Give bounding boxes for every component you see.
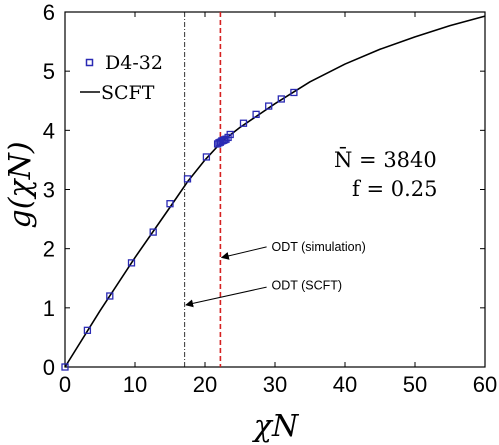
x-axis-title: χN (252, 409, 300, 444)
x-tick-label: 20 (193, 372, 217, 397)
data-point (222, 135, 230, 143)
y-tick-label: 2 (43, 237, 55, 262)
simulation-markers (61, 88, 298, 371)
data-point (61, 363, 69, 371)
legend-label-scft: SCFT (101, 82, 155, 104)
legend: D4-32 SCFT (80, 52, 163, 104)
annotations: ODT (simulation) ODT (SCFT) (185, 240, 366, 308)
data-point (226, 130, 234, 139)
annotation-arrow-0 (220, 246, 267, 260)
data-point (183, 175, 192, 183)
data-point (83, 326, 92, 334)
param-nbar: N̄ = 3840 (334, 147, 437, 172)
data-point (252, 110, 260, 119)
y-tick-label: 0 (43, 355, 55, 380)
scft-curve (64, 15, 486, 368)
data-point (277, 95, 285, 103)
x-tick-label: 50 (403, 372, 427, 397)
y-axis-title: g(χN) (3, 141, 38, 228)
data-point (202, 153, 211, 161)
y-tick-label: 3 (43, 178, 55, 203)
legend-label-d4-32: D4-32 (105, 52, 163, 74)
scft-curve-group (64, 15, 486, 368)
axis-ticks: 0 10 20 30 40 50 60 0 1 2 3 4 5 6 (43, 0, 497, 397)
x-tick-label: 10 (123, 372, 147, 397)
odt-lines (184, 12, 222, 367)
x-tick-label: 0 (59, 372, 71, 397)
annotation-label-1: ODT (SCFT) (272, 278, 343, 292)
data-point (290, 88, 298, 97)
legend-marker-d4-32 (85, 58, 94, 67)
y-tick-label: 1 (43, 296, 55, 321)
x-tick-label: 60 (473, 372, 497, 397)
data-point (239, 119, 248, 127)
y-tick-label: 6 (43, 0, 55, 25)
param-f: f = 0.25 (352, 177, 437, 201)
data-point (166, 200, 174, 208)
x-tick-label: 40 (333, 372, 357, 397)
data-point (127, 259, 136, 267)
y-tick-label: 4 (43, 118, 55, 143)
data-point (106, 292, 114, 300)
data-point (265, 102, 273, 110)
annotation-label-0: ODT (simulation) (272, 240, 366, 254)
annotation-arrow-1 (185, 286, 267, 308)
x-tick-label: 30 (263, 372, 287, 397)
data-point (149, 228, 157, 236)
y-tick-label: 5 (43, 59, 55, 84)
